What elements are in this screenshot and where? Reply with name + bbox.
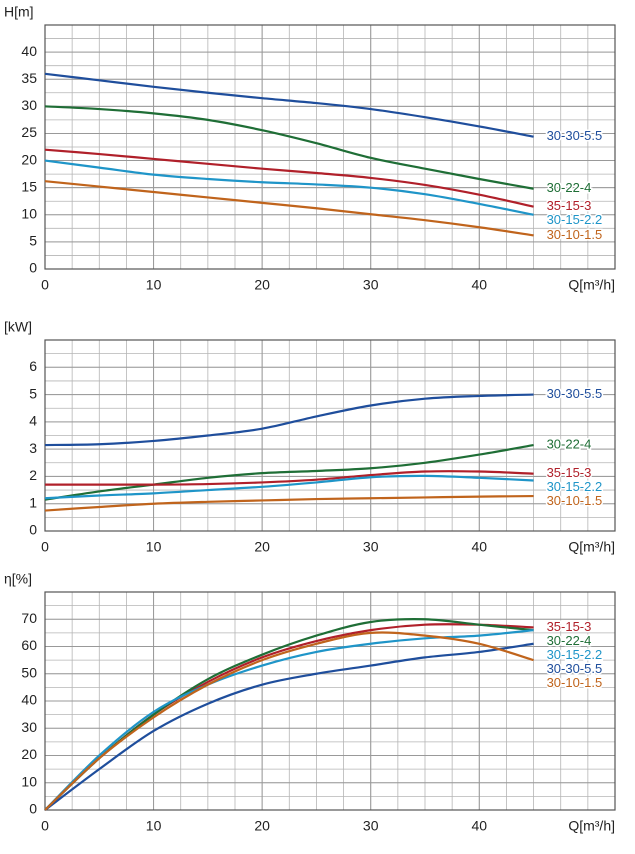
legend-label: 35-15-3 xyxy=(547,619,592,634)
x-tick-label: 30 xyxy=(363,818,379,834)
y-tick-label: 15 xyxy=(21,178,37,194)
panel: 0 10 20 30 40 0 1 2 3 4 5 6 [kW] Q[m³/h] 30-30-5.5 30-2… xyxy=(4,319,616,555)
legend-label: 35-15-3 xyxy=(547,465,592,480)
legend-label: 35-15-3 xyxy=(547,198,592,213)
legend-label: 30-15-2.2 xyxy=(547,647,603,662)
legend-label: 30-15-2.2 xyxy=(547,212,603,227)
y-tick-label: 40 xyxy=(21,43,37,59)
y-axis-label: [kW] xyxy=(4,319,32,335)
y-tick-label: 20 xyxy=(21,746,37,762)
y-axis-label: H[m] xyxy=(4,4,34,20)
x-axis-label: Q[m³/h] xyxy=(568,277,615,293)
series-line xyxy=(44,148,534,208)
y-axis-label: η[%] xyxy=(4,571,32,587)
legend-label: 30-30-5.5 xyxy=(547,386,603,401)
y-tick-label: 10 xyxy=(21,205,37,221)
plot-frame xyxy=(44,24,616,270)
series-line xyxy=(44,494,534,512)
x-tick-label: 0 xyxy=(41,818,49,834)
y-tick-label: 6 xyxy=(29,358,37,374)
plot-frame xyxy=(44,591,616,811)
legend-label: 30-15-2.2 xyxy=(547,479,603,494)
panel: 0 10 20 30 40 0 10 20 30 40 50 60 70 η[%] Q[m³/h] 35-15… xyxy=(4,571,616,834)
y-tick-label: 3 xyxy=(29,440,37,456)
y-tick-label: 70 xyxy=(21,610,37,626)
series-line xyxy=(44,159,534,216)
x-tick-label: 0 xyxy=(41,539,49,555)
x-tick-label: 40 xyxy=(471,277,487,293)
legend-label: 30-10-1.5 xyxy=(547,493,603,508)
y-tick-label: 30 xyxy=(21,97,37,113)
series-line xyxy=(44,629,534,811)
y-tick-label: 5 xyxy=(29,233,37,249)
y-tick-label: 20 xyxy=(21,151,37,167)
y-tick-label: 4 xyxy=(29,413,37,429)
legend-label: 30-30-5.5 xyxy=(547,128,603,143)
y-tick-label: 25 xyxy=(21,124,37,140)
y-tick-label: 50 xyxy=(21,664,37,680)
x-axis-label: Q[m³/h] xyxy=(568,539,615,555)
series-line xyxy=(45,470,534,486)
x-tick-label: 20 xyxy=(254,818,270,834)
series-line xyxy=(44,443,534,501)
x-tick-label: 40 xyxy=(471,539,487,555)
y-tick-label: 40 xyxy=(21,692,37,708)
x-axis-label: Q[m³/h] xyxy=(568,818,615,834)
y-tick-label: 0 xyxy=(29,522,37,538)
x-tick-label: 30 xyxy=(363,539,379,555)
legend-label: 30-10-1.5 xyxy=(547,227,603,242)
series-line xyxy=(44,393,534,447)
y-tick-label: 1 xyxy=(29,494,37,510)
series-line xyxy=(44,105,534,190)
x-tick-label: 40 xyxy=(471,818,487,834)
legend-label: 30-22-4 xyxy=(547,633,592,648)
y-tick-label: 60 xyxy=(21,637,37,653)
plot-frame xyxy=(44,339,616,532)
legend-label: 30-30-5.5 xyxy=(547,661,603,676)
series-line xyxy=(44,180,534,237)
series-line xyxy=(44,631,534,811)
x-tick-label: 10 xyxy=(146,277,162,293)
y-tick-label: 2 xyxy=(29,467,37,483)
y-tick-label: 30 xyxy=(21,719,37,735)
x-tick-label: 20 xyxy=(254,539,270,555)
legend-label: 30-22-4 xyxy=(547,436,592,451)
x-tick-label: 20 xyxy=(254,277,270,293)
legend-label: 30-10-1.5 xyxy=(547,675,603,690)
series-line xyxy=(44,642,534,811)
panel: 0 10 20 30 40 0 5 10 15 20 25 30 35 40 H[m] Q[m³/h] 30-3… xyxy=(4,4,616,293)
y-tick-label: 0 xyxy=(29,260,37,276)
legend-label: 30-22-4 xyxy=(547,180,592,195)
y-tick-label: 5 xyxy=(29,385,37,401)
y-tick-label: 35 xyxy=(21,70,37,86)
x-tick-label: 10 xyxy=(146,539,162,555)
series-line xyxy=(44,72,534,138)
series-line xyxy=(44,474,534,500)
y-tick-label: 0 xyxy=(29,801,37,817)
y-tick-label: 10 xyxy=(21,773,37,789)
x-tick-label: 0 xyxy=(41,277,49,293)
x-tick-label: 30 xyxy=(363,277,379,293)
x-tick-label: 10 xyxy=(146,818,162,834)
